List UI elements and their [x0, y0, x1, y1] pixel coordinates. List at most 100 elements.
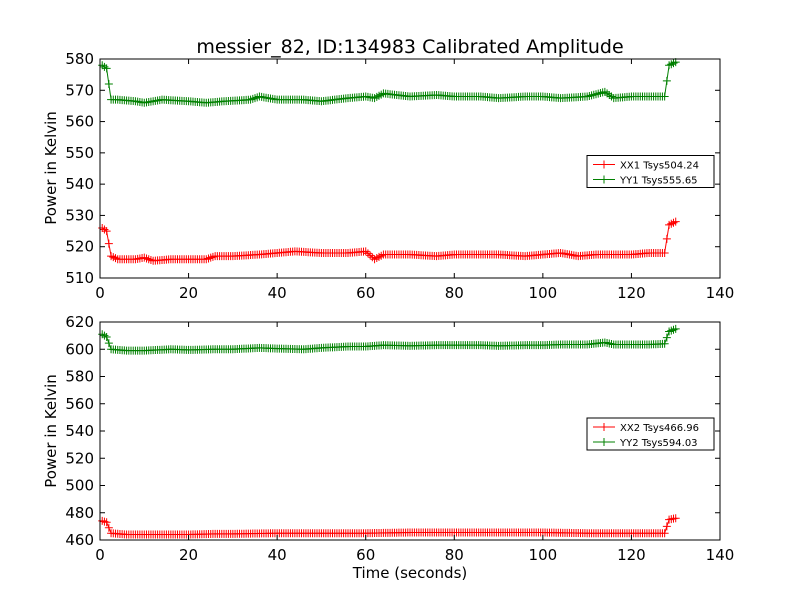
y-axis-label: Power in Kelvin: [42, 111, 60, 225]
data-point: [480, 253, 482, 256]
data-point: [187, 533, 190, 536]
data-point: [409, 253, 411, 256]
data-point: [187, 349, 190, 351]
data-point: [409, 345, 411, 347]
data-point: [663, 532, 666, 534]
data-point: [101, 333, 103, 336]
data-point: [453, 95, 456, 98]
legend: XX1 Tsys504.24 YY1 Tsys555.65: [586, 155, 715, 188]
series-markers: [98, 58, 680, 107]
data-point: [161, 98, 163, 101]
y-tick-label: 600: [65, 340, 94, 358]
data-point: [663, 252, 666, 254]
x-tick-label: 140: [706, 284, 735, 302]
y-tick-label: 500: [65, 477, 94, 495]
data-point: [453, 253, 456, 256]
data-point: [668, 224, 670, 226]
legend-frame: [586, 417, 715, 451]
data-point: [630, 532, 633, 534]
x-tick-label: 20: [179, 546, 198, 564]
data-point: [524, 344, 526, 347]
legend-marker: [600, 175, 608, 184]
x-tick-label: 120: [617, 284, 646, 302]
data-point: [364, 345, 367, 348]
data-point: [453, 344, 456, 347]
data-point: [364, 95, 367, 98]
y-tick-label: 460: [65, 531, 94, 549]
data-point: [170, 348, 172, 351]
data-point: [347, 345, 349, 348]
data-point: [302, 348, 305, 351]
x-tick-label: 20: [179, 284, 198, 302]
legend: XX2 Tsys466.96 YY2 Tsys594.03: [586, 417, 715, 451]
y-tick-label: 530: [65, 206, 94, 224]
data-point: [542, 253, 544, 256]
data-point: [559, 343, 562, 346]
data-point: [435, 94, 438, 96]
legend-label: YY2 Tsys594.03: [619, 438, 698, 449]
data-point: [674, 517, 677, 519]
data-point: [276, 532, 278, 534]
legend-marker: [600, 160, 608, 169]
data-point: [134, 100, 137, 102]
data-point: [542, 531, 544, 534]
data-point: [559, 97, 562, 99]
data-point: [205, 258, 208, 261]
data-point: [320, 347, 323, 349]
x-tick-label: 100: [529, 546, 558, 564]
data-point: [648, 95, 650, 98]
data-point: [364, 532, 367, 534]
data-point: [524, 95, 526, 98]
data-point: [258, 347, 261, 349]
data-point: [674, 328, 677, 330]
data-point: [382, 344, 385, 347]
data-point: [453, 531, 456, 534]
data-point: [663, 95, 666, 98]
data-point: [542, 344, 544, 347]
data-point: [604, 341, 606, 344]
data-point: [101, 520, 103, 522]
data-point: [373, 258, 376, 261]
data-point: [409, 531, 411, 534]
data-point: [116, 258, 119, 261]
data-point: [373, 97, 376, 99]
data-point: [232, 533, 234, 535]
data-point: [232, 255, 234, 257]
data-point: [125, 533, 128, 536]
data-point: [497, 345, 500, 347]
series-markers: [98, 217, 680, 265]
y-tick-label: 510: [65, 269, 94, 287]
data-point: [116, 98, 119, 101]
bottom-chart: Power in Kelvin Time (seconds) 0 20 40 60 80…: [42, 313, 734, 582]
data-point: [577, 255, 580, 257]
data-point: [105, 67, 108, 70]
x-tick-label: 40: [268, 546, 287, 564]
data-point: [214, 533, 216, 535]
data-point: [110, 348, 112, 351]
y-tick-label: 550: [65, 144, 94, 162]
y-tick-label: 560: [65, 395, 94, 413]
data-point: [205, 102, 208, 104]
data-point: [497, 531, 500, 534]
data-point: [409, 95, 411, 98]
data-point: [612, 343, 615, 346]
data-point: [586, 343, 588, 346]
data-point: [586, 532, 588, 534]
data-point: [480, 95, 482, 98]
y-tick-label: 540: [65, 422, 94, 440]
top-chart: messier_82, ID:134983 Calibrated Amplitu…: [42, 36, 734, 302]
data-point: [143, 533, 146, 536]
data-point: [249, 98, 252, 101]
data-point: [320, 100, 323, 102]
legend-label: XX1 Tsys504.24: [620, 161, 699, 172]
y-tick-label: 540: [65, 175, 94, 193]
data-point: [604, 91, 606, 93]
data-point: [276, 98, 278, 101]
x-tick-label: 80: [445, 546, 464, 564]
data-point: [110, 98, 112, 101]
x-tick-label: 60: [356, 546, 375, 564]
data-point: [161, 533, 163, 536]
y-tick-label: 520: [65, 238, 94, 256]
data-point: [214, 255, 216, 257]
